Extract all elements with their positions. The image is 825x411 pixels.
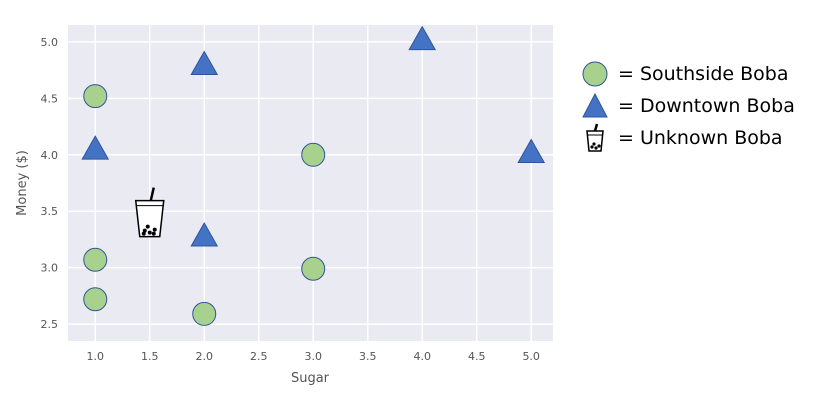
y-tick-label: 4.0 — [41, 149, 59, 162]
x-tick-label: 1.0 — [86, 350, 104, 363]
downtown-point — [190, 222, 219, 247]
x-tick-label: 2.5 — [250, 350, 268, 363]
downtown-point — [190, 50, 219, 75]
data-points — [81, 25, 546, 326]
x-tick-label: 2.0 — [195, 350, 213, 363]
scatter-plot: 1.0 1.5 2.0 2.5 3.0 3.5 4.0 4.5 5.0 2.5 3.0 3.5 4.0… — [15, 25, 553, 386]
legend-item-unknown: = Unknown Boba — [580, 122, 795, 154]
x-tick-label: 3.5 — [359, 350, 377, 363]
x-tick-label: 3.0 — [304, 350, 322, 363]
southside-point — [192, 301, 217, 326]
unknown-point — [134, 187, 165, 238]
legend-label-downtown: = Downtown Boba — [618, 95, 795, 117]
southside-point — [83, 287, 108, 312]
y-tick-labels: 2.5 3.0 3.5 4.0 4.5 5.0 — [41, 36, 59, 331]
y-tick-label: 3.5 — [41, 205, 59, 218]
southside-point — [301, 142, 326, 167]
x-tick-labels: 1.0 1.5 2.0 2.5 3.0 3.5 4.0 4.5 5.0 — [86, 350, 539, 363]
y-tick-label: 5.0 — [41, 36, 59, 49]
legend-label-unknown: = Unknown Boba — [618, 127, 783, 149]
southside-point — [83, 84, 108, 109]
downtown-point — [408, 25, 437, 51]
downtown-point — [81, 135, 110, 160]
southside-point — [301, 256, 326, 281]
legend-item-downtown: = Downtown Boba — [580, 90, 795, 122]
x-tick-label: 5.0 — [522, 350, 540, 363]
y-tick-label: 3.0 — [41, 262, 59, 275]
plot-area — [68, 25, 553, 341]
legend-item-southside: = Southside Boba — [580, 58, 795, 90]
y-tick-label: 4.5 — [41, 92, 59, 105]
triangle-marker-icon — [582, 92, 608, 118]
x-tick-label: 4.5 — [468, 350, 486, 363]
x-axis-label: Sugar — [291, 371, 330, 386]
legend: = Southside Boba = Downtown Boba = Unkno… — [580, 58, 795, 154]
boba-cup-icon — [586, 123, 604, 152]
y-tick-label: 2.5 — [41, 318, 59, 331]
legend-label-southside: = Southside Boba — [618, 63, 789, 85]
y-axis-label: Money ($) — [15, 150, 30, 216]
southside-point — [83, 247, 108, 272]
x-tick-label: 4.0 — [413, 350, 431, 363]
downtown-point — [517, 138, 546, 164]
circle-marker-icon — [582, 61, 608, 87]
x-tick-label: 1.5 — [141, 350, 159, 363]
